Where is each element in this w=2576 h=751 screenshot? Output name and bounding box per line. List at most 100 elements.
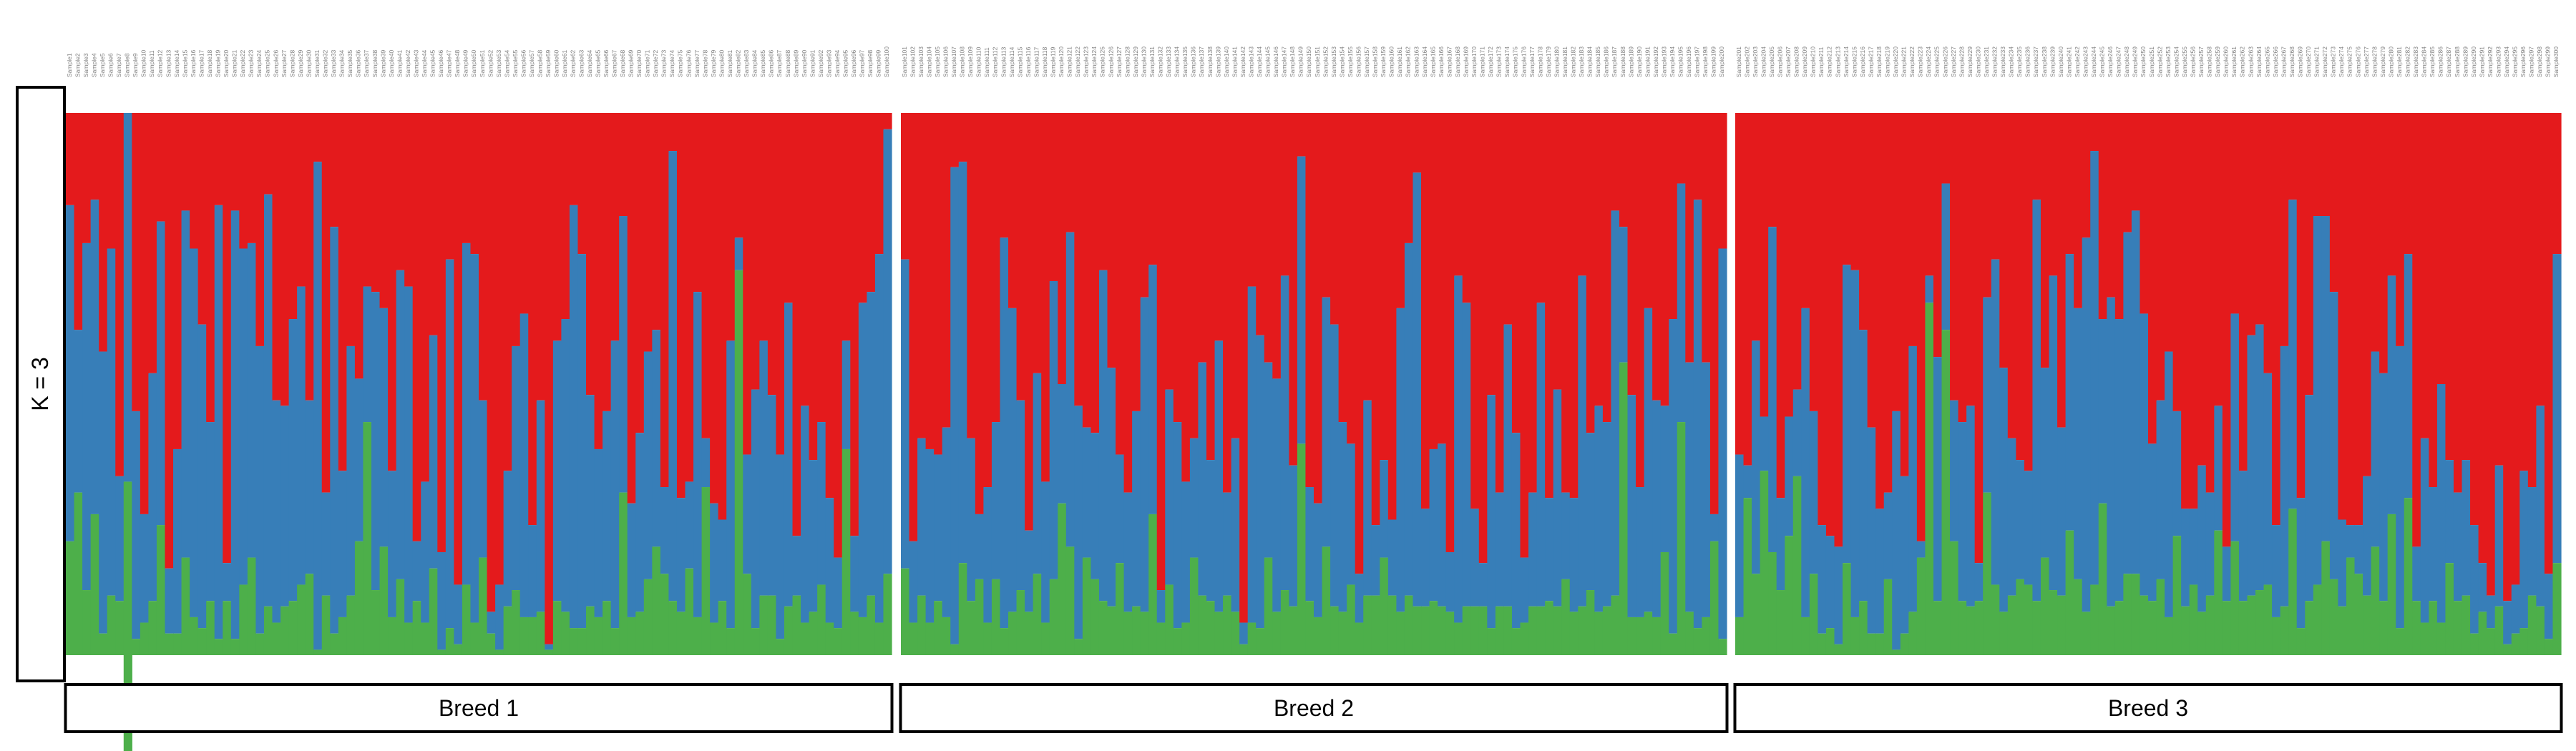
bar-segment-red	[767, 113, 777, 396]
bar-segment-green	[1520, 622, 1529, 655]
sample-tick-label: Sample213	[1834, 46, 1841, 77]
sample-tick-label: Sample280	[2387, 46, 2394, 77]
bar-segment-red	[239, 113, 248, 249]
bar-segment-blue	[99, 351, 108, 634]
bar-segment-green	[2222, 601, 2231, 655]
bar-segment-blue	[1883, 492, 1893, 579]
bar-segment-red	[2148, 113, 2157, 444]
bar-segment-red	[2453, 113, 2463, 493]
sample-tick-label: Sample235	[2016, 46, 2023, 77]
bar-segment-green	[759, 595, 769, 655]
bar-segment-blue	[421, 481, 430, 623]
bar-segment-green	[272, 622, 281, 655]
sample-tick-label: Sample73	[660, 49, 668, 77]
sample-tick-label: Sample198	[1702, 46, 1709, 77]
sample-tick-label: Sample131	[1148, 46, 1156, 77]
bar-segment-green	[1900, 633, 1909, 655]
bar-segment-blue	[1016, 400, 1025, 591]
bar-segment-green	[545, 649, 554, 655]
bar-segment-red	[2238, 113, 2248, 471]
sample-tick-label: Sample285	[2429, 46, 2436, 77]
sample-tick-label: Sample34	[338, 49, 346, 77]
sample-tick-label: Sample291	[2478, 46, 2485, 77]
sample-tick-label: Sample231	[1983, 46, 1990, 77]
bar-segment-green	[495, 649, 504, 655]
sample-tick-label: Sample175	[1512, 46, 1519, 77]
bar-segment-green	[2016, 579, 2025, 655]
bar-segment-blue	[1173, 422, 1182, 629]
bar-segment-red	[197, 113, 207, 325]
sample-tick-label: Sample199	[1710, 46, 1717, 77]
sample-tick-label: Sample148	[1289, 46, 1296, 77]
bar-segment-red	[2429, 113, 2438, 488]
bar-segment-green	[1801, 617, 1810, 655]
bar-segment-blue	[190, 248, 199, 617]
bar-segment-green	[1586, 590, 1595, 655]
bar-segment-red	[1966, 113, 1976, 406]
sample-tick-label: Sample108	[959, 46, 966, 77]
sample-tick-label: Sample184	[1586, 46, 1594, 77]
bar-segment-red	[263, 113, 273, 195]
bar-segment-red	[1148, 113, 1158, 265]
bar-segment-green	[1297, 443, 1307, 655]
bar-segment-blue	[1355, 574, 1364, 623]
bar-segment-red	[726, 113, 736, 341]
sample-tick-label: Sample112	[992, 46, 999, 77]
bar-segment-green	[561, 612, 570, 655]
bar-segment-green	[1049, 579, 1058, 655]
bar-segment-blue	[1743, 465, 1752, 499]
bar-segment-red	[2329, 113, 2339, 293]
bar-segment-red	[759, 113, 769, 341]
bar-segment-red	[190, 113, 199, 249]
bar-segment-red	[693, 113, 703, 293]
bar-segment-red	[1586, 113, 1595, 433]
bar-segment-green	[1000, 628, 1009, 655]
bar-segment-red	[1950, 113, 1959, 401]
bar-segment-green	[1305, 601, 1314, 655]
bar-segment-green	[2007, 595, 2016, 655]
bar-segment-green	[379, 546, 389, 655]
bar-segment-blue	[942, 427, 951, 617]
bar-segment-green	[214, 639, 223, 655]
bar-segment-red	[594, 113, 603, 449]
sample-tick-label: Sample168	[1454, 46, 1461, 77]
bar-segment-green	[627, 617, 636, 655]
sample-tick-label: Sample191	[1644, 46, 1651, 77]
bar-segment-green	[1743, 498, 1752, 655]
sample-tick-label: Sample40	[388, 49, 395, 77]
sample-tick-label: Sample28	[288, 49, 296, 77]
sample-tick-label: Sample92	[817, 49, 824, 77]
bar-segment-blue	[2503, 601, 2512, 644]
bar-segment-green	[1536, 606, 1546, 655]
bar-segment-blue	[1702, 362, 1711, 617]
bar-segment-red	[156, 113, 166, 222]
bar-segment-green	[1991, 584, 2000, 655]
bar-segment-green	[1735, 617, 1745, 655]
sample-tick-label: Sample21	[231, 49, 238, 77]
bar-segment-blue	[1693, 200, 1702, 629]
bar-segment-red	[454, 113, 463, 585]
sample-tick-label: Sample189	[1627, 46, 1634, 77]
bar-segment-red	[1041, 113, 1050, 482]
bar-segment-blue	[2082, 237, 2091, 612]
bar-segment-green	[2321, 541, 2331, 655]
bar-segment-blue	[1859, 330, 1868, 602]
bar-segment-green	[1462, 606, 1471, 655]
bar-segment-green	[1950, 541, 1959, 655]
bar-segment-red	[206, 113, 215, 423]
sample-tick-label: Sample143	[1247, 46, 1254, 77]
bar-segment-green	[784, 606, 794, 655]
bar-segment-blue	[1669, 319, 1678, 634]
bar-segment-blue	[1892, 411, 1901, 650]
bar-segment-red	[883, 113, 892, 129]
bar-segment-red	[1082, 113, 1092, 428]
bar-segment-red	[850, 113, 859, 536]
sample-tick-label: Sample164	[1421, 46, 1428, 77]
bar-segment-red	[635, 113, 645, 433]
sample-tick-label: Sample234	[2008, 46, 2015, 77]
bar-segment-blue	[197, 324, 207, 629]
bar-segment-green	[1974, 601, 1984, 655]
sample-tick-label: Sample94	[834, 49, 841, 77]
bar-segment-blue	[2090, 151, 2099, 585]
sample-tick-label: Sample91	[809, 49, 816, 77]
